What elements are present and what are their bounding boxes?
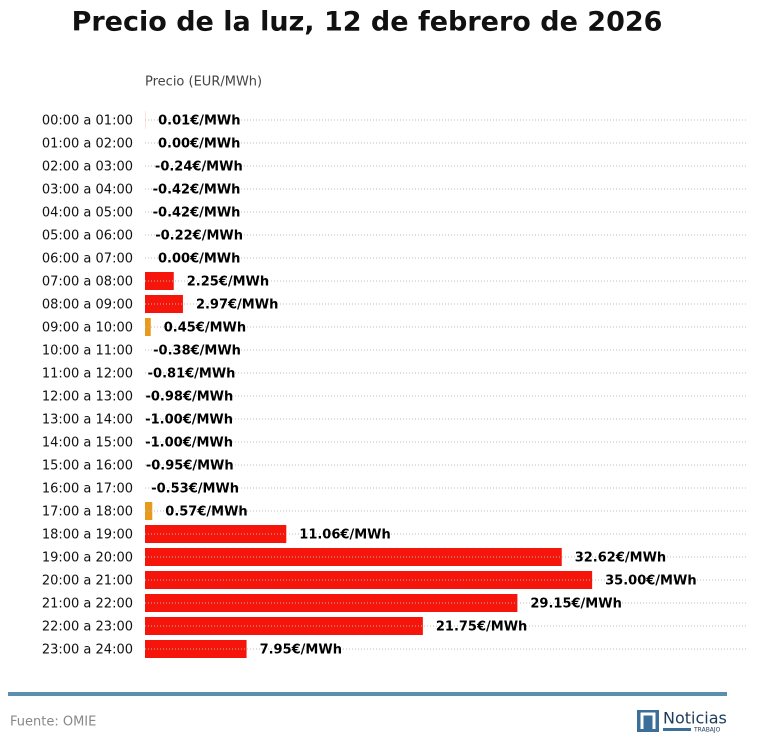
value-label: -0.24€/MWh xyxy=(155,160,243,175)
value-label: -0.42€/MWh xyxy=(153,183,241,198)
value-label: 11.06€/MWh xyxy=(299,528,390,543)
bar xyxy=(132,433,145,451)
value-label: 0.01€/MWh xyxy=(158,114,240,129)
y-tick-label: 00:00 a 01:00 xyxy=(42,114,133,129)
y-tick-label: 11:00 a 12:00 xyxy=(42,367,133,382)
bar xyxy=(140,341,145,359)
value-label: 0.00€/MWh xyxy=(158,252,240,267)
value-label: -0.98€/MWh xyxy=(145,390,233,405)
bar xyxy=(145,318,151,336)
value-label: 32.62€/MWh xyxy=(575,551,666,566)
value-label: -1.00€/MWh xyxy=(145,436,233,451)
bar xyxy=(138,479,145,497)
y-tick-label: 08:00 a 09:00 xyxy=(42,298,133,313)
bar xyxy=(145,548,562,566)
bar xyxy=(142,226,145,244)
y-tick-label: 13:00 a 14:00 xyxy=(42,413,133,428)
y-tick-label: 10:00 a 11:00 xyxy=(42,344,133,359)
value-label: 0.57€/MWh xyxy=(165,505,247,520)
y-tick-label: 19:00 a 20:00 xyxy=(42,551,133,566)
logo-bar xyxy=(663,728,691,731)
bar xyxy=(145,272,174,290)
y-tick-label: 18:00 a 19:00 xyxy=(42,528,133,543)
value-label: 2.97€/MWh xyxy=(196,298,278,313)
bar xyxy=(140,180,145,198)
value-label: 21.75€/MWh xyxy=(436,620,527,635)
value-label: 7.95€/MWh xyxy=(260,643,342,658)
y-tick-label: 14:00 a 15:00 xyxy=(42,436,133,451)
source: Fuente: OMIE xyxy=(10,715,96,730)
y-tick-label: 23:00 a 24:00 xyxy=(42,643,133,658)
value-label: 0.45€/MWh xyxy=(164,321,246,336)
logo-glyph xyxy=(640,712,656,729)
logo-sub: TRABAJO xyxy=(693,727,721,734)
chart-title: Precio de la luz, 12 de febrero de 2026 xyxy=(72,7,663,38)
y-tick-label: 01:00 a 02:00 xyxy=(42,137,133,152)
bar xyxy=(142,157,145,175)
bar xyxy=(132,387,145,405)
value-label: -1.00€/MWh xyxy=(145,413,233,428)
y-tick-label: 21:00 a 22:00 xyxy=(42,597,133,612)
value-label: 2.25€/MWh xyxy=(187,275,269,290)
bar xyxy=(145,571,593,589)
value-label: -0.53€/MWh xyxy=(151,482,239,497)
y-tick-label: 03:00 a 04:00 xyxy=(42,183,133,198)
value-label: -0.38€/MWh xyxy=(153,344,241,359)
y-tick-label: 04:00 a 05:00 xyxy=(42,206,133,221)
bar xyxy=(145,525,287,543)
y-tick-label: 05:00 a 06:00 xyxy=(42,229,133,244)
value-label: -0.42€/MWh xyxy=(153,206,241,221)
value-label: -0.81€/MWh xyxy=(148,367,236,382)
value-label: 29.15€/MWh xyxy=(530,597,621,612)
logo-text: Noticias xyxy=(663,709,727,728)
y-tick-label: 02:00 a 03:00 xyxy=(42,160,133,175)
value-label: 0.00€/MWh xyxy=(158,137,240,152)
bar xyxy=(145,640,247,658)
bar xyxy=(140,203,145,221)
y-tick-label: 09:00 a 10:00 xyxy=(42,321,133,336)
bar xyxy=(133,456,145,474)
y-tick-label: 07:00 a 08:00 xyxy=(42,275,133,290)
axis-label: Precio (EUR/MWh) xyxy=(145,75,262,90)
y-tick-label: 16:00 a 17:00 xyxy=(42,482,133,497)
y-tick-label: 22:00 a 23:00 xyxy=(42,620,133,635)
bar xyxy=(132,410,145,428)
value-label: 35.00€/MWh xyxy=(605,574,696,589)
value-label: -0.95€/MWh xyxy=(146,459,234,474)
y-tick-label: 20:00 a 21:00 xyxy=(42,574,133,589)
y-tick-label: 17:00 a 18:00 xyxy=(42,505,133,520)
bar xyxy=(135,364,145,382)
value-label: -0.22€/MWh xyxy=(155,229,243,244)
y-tick-label: 15:00 a 16:00 xyxy=(42,459,133,474)
y-tick-label: 06:00 a 07:00 xyxy=(42,252,133,267)
y-tick-label: 12:00 a 13:00 xyxy=(42,390,133,405)
